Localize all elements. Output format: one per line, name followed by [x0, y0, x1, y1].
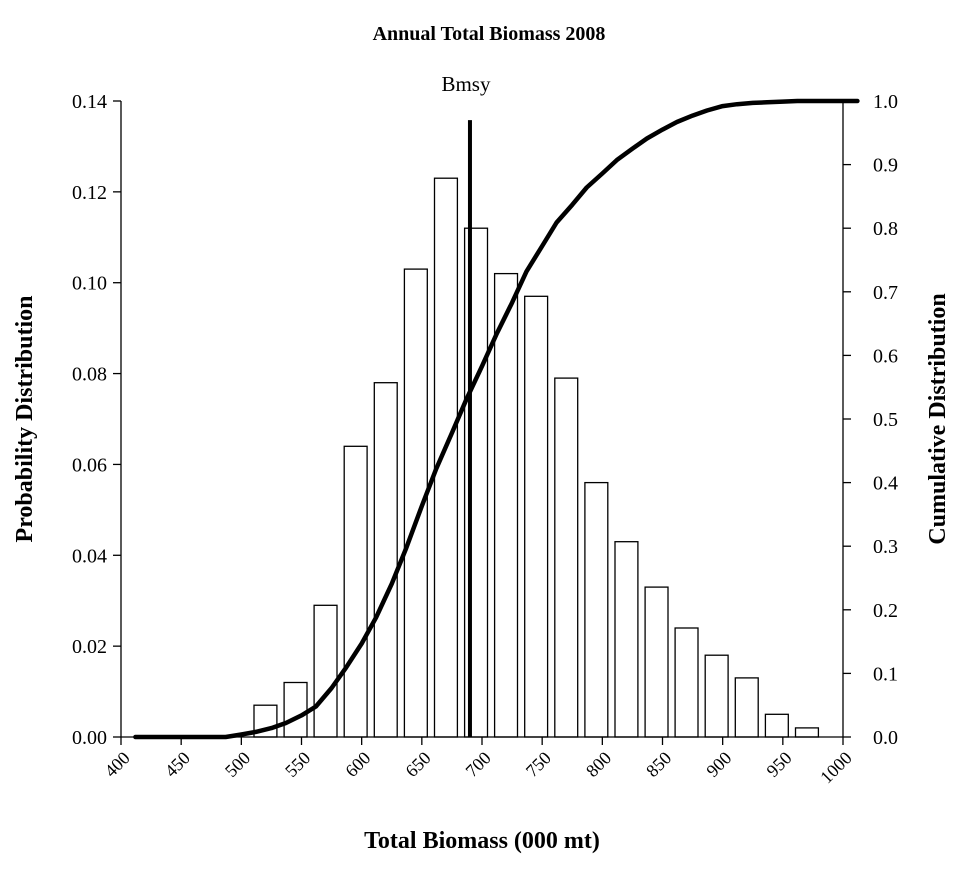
bar: [674, 627, 699, 738]
y-tick-label: 0.12: [72, 182, 107, 204]
y-tick-label: 0.10: [72, 273, 107, 295]
x-tick-label: 850: [642, 748, 675, 781]
bars-group: [253, 177, 820, 738]
bar: [704, 654, 729, 738]
bar: [283, 681, 308, 738]
x-tick-label: 1000: [816, 748, 856, 788]
y2-tick-label: 1.0: [873, 91, 898, 113]
bmsy-label: Bmsy: [441, 72, 491, 96]
bar: [493, 272, 519, 738]
x-tick-label: 950: [762, 748, 795, 781]
x-tick-label: 750: [522, 748, 555, 781]
bar: [644, 586, 669, 738]
x-tick-label: 500: [221, 748, 254, 781]
y2-tick-label: 0.5: [873, 409, 898, 431]
bar: [373, 382, 398, 738]
bar: [584, 481, 609, 738]
x-tick-label: 400: [101, 748, 134, 781]
y-tick-label: 0.04: [72, 545, 107, 567]
bar: [764, 713, 789, 738]
x-tick-label: 700: [462, 748, 495, 781]
bar: [794, 727, 820, 738]
x-tick-label: 800: [582, 748, 615, 781]
bar: [554, 377, 579, 738]
chart-title: Annual Total Biomass 2008: [373, 23, 606, 45]
y-tick-label: 0.08: [72, 364, 107, 386]
bar: [343, 445, 368, 738]
y2-tick-label: 0.7: [873, 282, 898, 304]
y2-tick-label: 0.3: [873, 536, 898, 558]
y2-tick-label: 0.9: [873, 155, 898, 177]
y-tick-label: 0.14: [72, 91, 107, 113]
y2-tick-label: 0.1: [873, 663, 898, 685]
y2-axis-title: Cumulative Distribution: [925, 293, 951, 544]
x-tick-label: 550: [281, 748, 314, 781]
bar: [614, 541, 639, 738]
y-axis-title: Probability Distribution: [12, 296, 38, 543]
x-tick-label: 900: [702, 748, 735, 781]
annotation-group: Bmsy: [441, 72, 491, 737]
y-tick-label: 0.02: [72, 636, 107, 658]
bar: [433, 177, 459, 738]
bar: [734, 677, 759, 738]
y2-tick-label: 0.8: [873, 218, 898, 240]
y2-tick-label: 0.4: [873, 473, 898, 495]
cdf-line-group: [133, 98, 860, 740]
bar: [524, 295, 549, 738]
y2-tick-label: 0.6: [873, 345, 898, 367]
x-tick-label: 450: [161, 748, 194, 781]
x-tick-label: 650: [401, 748, 434, 781]
cumulative-line: [133, 98, 860, 740]
bar: [313, 604, 338, 738]
y2-tick-label: 0.0: [873, 727, 898, 749]
x-axis-title: Total Biomass (000 mt): [364, 828, 600, 854]
y-tick-label: 0.00: [72, 727, 107, 749]
x-tick-label: 600: [341, 748, 374, 781]
y2-tick-label: 0.2: [873, 600, 898, 622]
y-tick-label: 0.06: [72, 454, 107, 476]
